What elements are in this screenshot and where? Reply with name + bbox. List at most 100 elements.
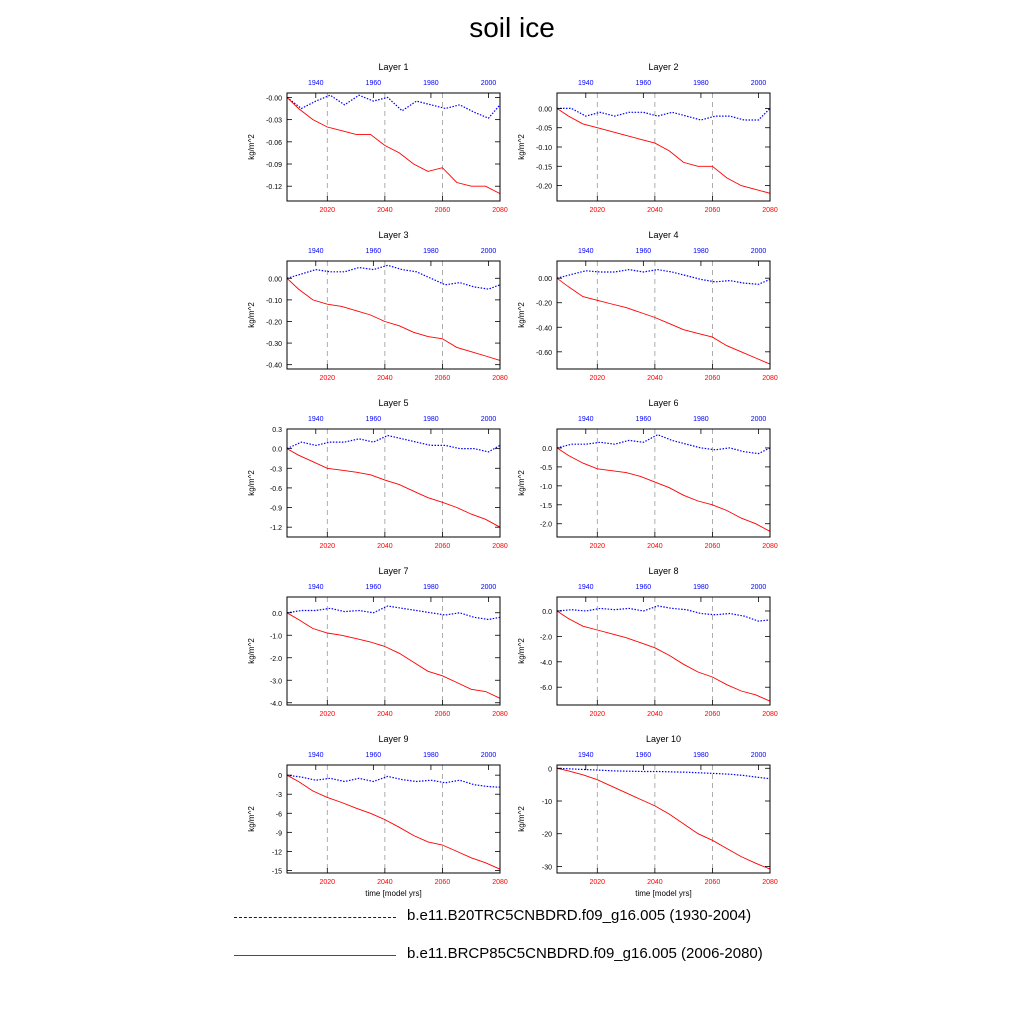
- x-tick-label-top: 1980: [693, 248, 709, 255]
- series-line-historical: [556, 767, 771, 780]
- y-tick-label: 0.0: [272, 611, 282, 618]
- plot-frame: [286, 596, 501, 706]
- x-tick-label-bottom: 2060: [435, 711, 451, 718]
- x-tick-label-bottom: 2080: [492, 879, 508, 886]
- y-tick-label: -0.10: [536, 145, 552, 152]
- panel-layer-5: Layer 5 0.3 0.0 -0.3 -0.6 -0.9 -1.2 2020 2040 206…: [247, 398, 508, 550]
- x-tick-label-top: 1940: [578, 752, 594, 759]
- y-tick-label: 0.3: [272, 427, 282, 434]
- y-tick-label: -3: [276, 792, 282, 799]
- y-tick-label: -0.20: [536, 184, 552, 191]
- x-tick-label-top: 1940: [308, 80, 324, 87]
- x-tick-label-bottom: 2020: [590, 711, 606, 718]
- figure-title: soil ice: [469, 12, 555, 43]
- x-tick-label-bottom: 2040: [377, 879, 393, 886]
- panel-title: Layer 4: [648, 230, 678, 240]
- y-tick-label: 0: [278, 773, 282, 780]
- x-tick-label-top: 1960: [636, 584, 652, 591]
- x-tick-label-top: 1980: [423, 80, 439, 87]
- x-tick-label-bottom: 2020: [590, 375, 606, 382]
- y-tick-label: -0.20: [266, 319, 282, 326]
- x-tick-label-bottom: 2040: [647, 207, 663, 214]
- plot-frame: [556, 92, 771, 202]
- panel-title: Layer 10: [646, 734, 681, 744]
- y-axis-label: kg/m^2: [517, 470, 526, 496]
- x-tick-label-top: 1940: [578, 584, 594, 591]
- y-tick-label: -0.20: [536, 301, 552, 308]
- x-tick-label-bottom: 2020: [320, 543, 336, 550]
- x-tick-label-bottom: 2060: [435, 543, 451, 550]
- panel-title: Layer 8: [648, 566, 678, 576]
- y-tick-label: -4.0: [540, 660, 552, 667]
- x-tick-label-bottom: 2020: [320, 879, 336, 886]
- legend-line-historical: [234, 917, 396, 918]
- x-tick-label-bottom: 2080: [762, 879, 778, 886]
- y-tick-label: -12: [272, 849, 282, 856]
- panel-layer-7: Layer 7 0.0 -1.0 -2.0 -3.0 -4.0 2020 2040 2060 20…: [247, 566, 508, 718]
- panel-title: Layer 1: [378, 62, 408, 72]
- x-tick-label-top: 1960: [636, 416, 652, 423]
- x-tick-label-top: 2000: [481, 752, 497, 759]
- plot-frame: [286, 92, 501, 202]
- x-tick-label-bottom: 2040: [377, 711, 393, 718]
- x-tick-label-top: 1960: [636, 752, 652, 759]
- series-line-future: [286, 612, 501, 699]
- plot-frame: [556, 764, 771, 874]
- y-tick-label: -20: [542, 832, 552, 839]
- y-tick-label: -0.12: [266, 184, 282, 191]
- y-tick-label: -0.03: [266, 118, 282, 125]
- legend-line-future: [234, 955, 396, 956]
- panel-layer-4: Layer 4 0.00 -0.20 -0.40 -0.60 2020 2040 2060 20…: [517, 230, 778, 382]
- x-tick-label-top: 2000: [481, 584, 497, 591]
- x-tick-label-top: 1960: [366, 752, 382, 759]
- panel-title: Layer 2: [648, 62, 678, 72]
- plot-frame: [556, 428, 771, 538]
- series-line-future: [286, 448, 501, 528]
- x-tick-label-top: 1960: [366, 416, 382, 423]
- y-tick-label: -4.0: [270, 701, 282, 708]
- panel-layer-2: Layer 2 0.00 -0.05 -0.10 -0.15 -0.20 2020 2040 2…: [517, 62, 778, 214]
- y-axis-label: kg/m^2: [517, 638, 526, 664]
- y-tick-label: -3.0: [270, 678, 282, 685]
- x-tick-label-bottom: 2020: [590, 207, 606, 214]
- y-tick-label: -0.3: [270, 466, 282, 473]
- y-axis-label: kg/m^2: [517, 806, 526, 832]
- y-tick-label: -2.0: [540, 634, 552, 641]
- x-tick-label-bottom: 2020: [590, 543, 606, 550]
- series-line-future: [556, 277, 771, 365]
- panel-layer-9: Layer 9 0 -3 -6 -9 -12 -15 2020 2040 2060 2080 1940…: [247, 734, 508, 898]
- series-line-historical: [286, 264, 501, 290]
- y-axis-label: kg/m^2: [517, 134, 526, 160]
- x-tick-label-bottom: 2060: [435, 207, 451, 214]
- y-tick-label: -0.6: [270, 486, 282, 493]
- y-tick-label: -2.0: [540, 522, 552, 529]
- y-axis-label: kg/m^2: [247, 806, 256, 832]
- y-tick-label: -0.60: [536, 350, 552, 357]
- x-tick-label-bottom: 2060: [705, 375, 721, 382]
- x-tick-label-bottom: 2040: [647, 375, 663, 382]
- x-tick-label-bottom: 2060: [435, 879, 451, 886]
- y-tick-label: -1.0: [540, 484, 552, 491]
- x-tick-label-top: 1980: [423, 248, 439, 255]
- plot-frame: [556, 596, 771, 706]
- x-tick-label-top: 1980: [423, 752, 439, 759]
- x-tick-label-top: 2000: [751, 752, 767, 759]
- panel-layer-6: Layer 6 0.0 -0.5 -1.0 -1.5 -2.0 2020 2040 2060 20…: [517, 398, 778, 550]
- legend-label-future: b.e11.BRCP85C5CNBDRD.f09_g16.005 (2006-2…: [407, 945, 763, 962]
- x-tick-label-top: 2000: [481, 416, 497, 423]
- y-tick-label: -0.9: [270, 506, 282, 513]
- y-axis-label: kg/m^2: [517, 302, 526, 328]
- y-tick-label: -6.0: [540, 685, 552, 692]
- y-tick-label: -0.40: [536, 325, 552, 332]
- series-line-historical: [286, 605, 501, 621]
- x-tick-label-bottom: 2080: [762, 543, 778, 550]
- x-tick-label-top: 1960: [636, 80, 652, 87]
- x-tick-label-bottom: 2060: [435, 375, 451, 382]
- y-tick-label: -2.0: [270, 656, 282, 663]
- x-tick-label-top: 1980: [423, 584, 439, 591]
- series-line-future: [556, 767, 771, 870]
- y-tick-label: -0.15: [536, 164, 552, 171]
- series-line-historical: [286, 94, 501, 119]
- y-axis-label: kg/m^2: [247, 134, 256, 160]
